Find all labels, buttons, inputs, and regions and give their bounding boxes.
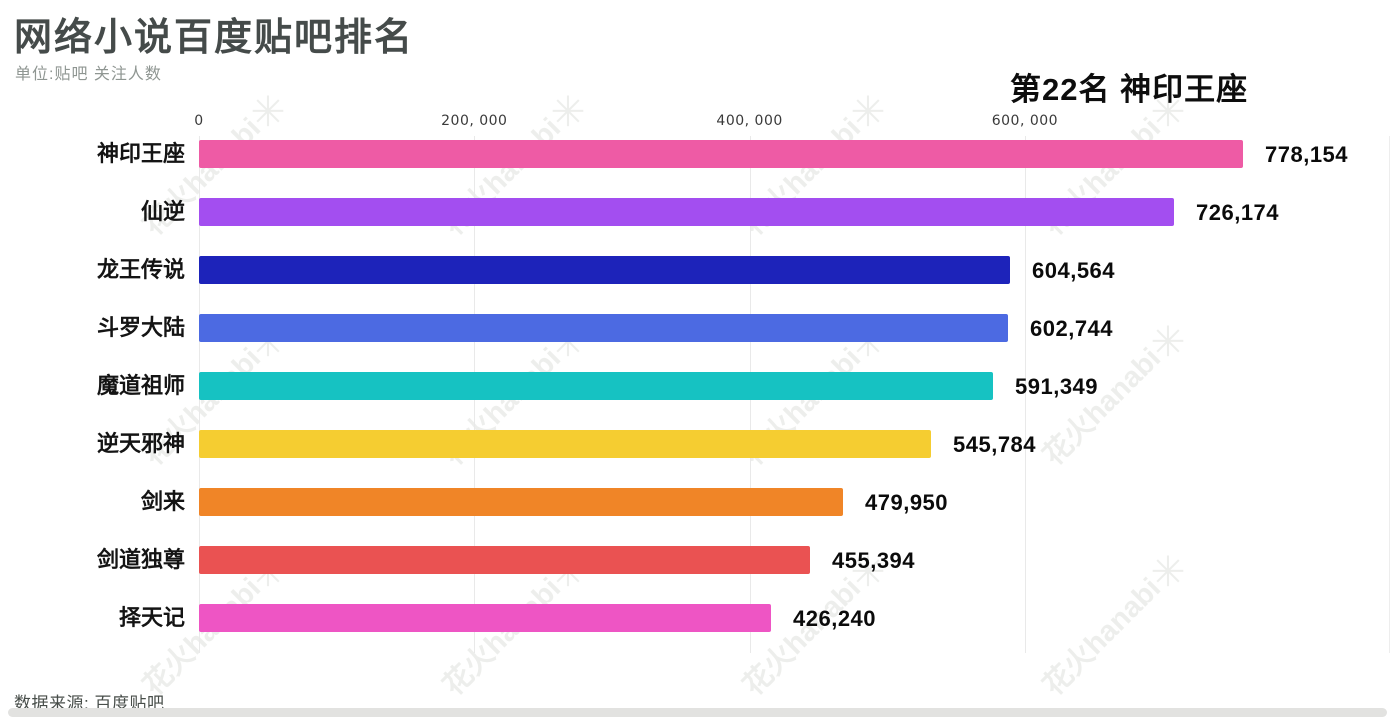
firework-spark-icon: ✳ xyxy=(839,82,898,141)
value-label: 726,174 xyxy=(1196,200,1280,225)
firework-spark-icon: ✳ xyxy=(239,82,298,141)
firework-spark-icon: ✳ xyxy=(539,82,598,141)
bar xyxy=(199,430,931,458)
x-axis-tick-label: 600, 000 xyxy=(991,113,1059,129)
watermark-text: 花火hanabi xyxy=(1037,572,1168,702)
category-label: 逆天邪神 xyxy=(96,431,185,456)
bar xyxy=(199,488,843,516)
bar xyxy=(199,546,810,574)
category-label: 仙逆 xyxy=(140,199,185,224)
watermark-text: 花火hanabi xyxy=(1037,342,1168,472)
gridline-vertical xyxy=(1024,136,1026,653)
page-title: 网络小说百度贴吧排名 xyxy=(14,17,415,59)
bar xyxy=(199,372,993,400)
bar xyxy=(199,314,1008,342)
category-label: 剑道独尊 xyxy=(96,547,185,572)
value-label: 545,784 xyxy=(953,432,1037,457)
category-label: 择天记 xyxy=(118,605,185,630)
firework-spark-icon: ✳ xyxy=(1139,312,1198,371)
bar xyxy=(199,140,1243,168)
category-label: 魔道祖师 xyxy=(96,373,185,398)
timeline-progress-bar xyxy=(8,708,1387,717)
watermark-text: 花火hanabi xyxy=(137,572,268,702)
value-label: 455,394 xyxy=(832,548,916,573)
current-rank-label: 第22名 神印王座 xyxy=(1010,72,1249,107)
hanabi-watermark: 花火hanabi✳ xyxy=(1032,542,1199,709)
bar xyxy=(199,256,1010,284)
x-axis-tick-label: 200, 000 xyxy=(441,113,508,129)
x-axis-tick-label: 400, 000 xyxy=(716,113,783,129)
bar xyxy=(199,604,771,632)
category-label: 剑来 xyxy=(140,489,185,514)
value-label: 479,950 xyxy=(865,490,949,515)
watermark-text: 花火hanabi xyxy=(737,572,868,702)
value-label: 778,154 xyxy=(1265,142,1349,167)
firework-spark-icon: ✳ xyxy=(1139,542,1198,601)
unit-note: 单位:贴吧 关注人数 xyxy=(15,66,162,83)
value-label: 591,349 xyxy=(1015,374,1099,399)
bar xyxy=(199,198,1174,226)
value-label: 426,240 xyxy=(793,606,877,631)
watermark-text: 花火hanabi xyxy=(437,572,568,702)
x-axis-tick-label: 0 xyxy=(194,113,204,129)
category-label: 神印王座 xyxy=(96,141,185,166)
category-label: 斗罗大陆 xyxy=(96,315,185,340)
value-label: 602,744 xyxy=(1030,316,1114,341)
value-label: 604,564 xyxy=(1032,258,1116,283)
category-label: 龙王传说 xyxy=(96,257,185,282)
plot-right-border xyxy=(1389,136,1390,653)
